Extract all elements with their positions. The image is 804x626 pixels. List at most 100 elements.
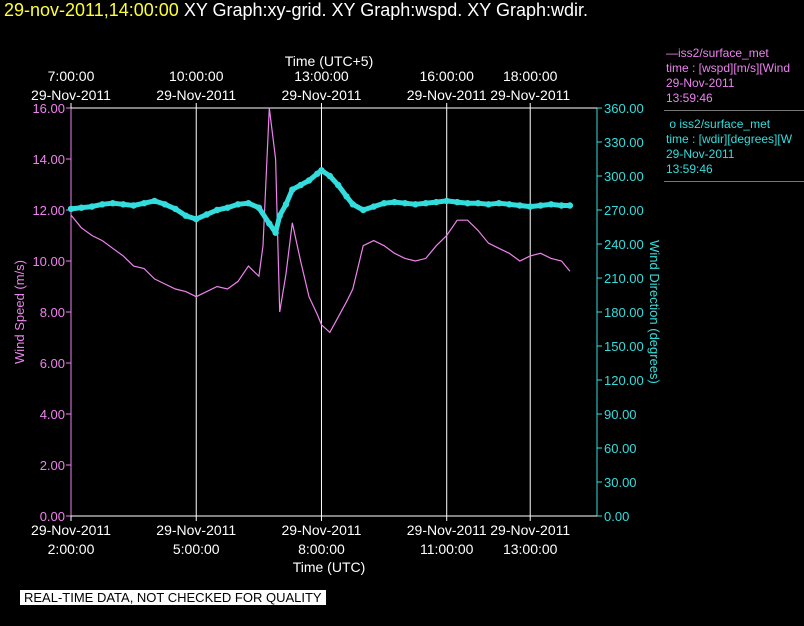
x-tick-label-top-date: 29-Nov-2011 xyxy=(490,87,570,103)
wind-direction-point xyxy=(203,211,210,218)
wind-direction-point xyxy=(558,202,565,209)
line-marker-icon: — xyxy=(666,46,678,60)
legend-source: iss2/surface_met xyxy=(679,117,771,131)
wind-direction-point xyxy=(318,167,325,174)
wind-direction-point xyxy=(401,199,409,207)
wind-direction-point xyxy=(454,198,461,206)
y-tick-label-right: 180.00 xyxy=(604,305,644,320)
x-tick-label-top-date: 29-Nov-2011 xyxy=(282,87,362,103)
wind-direction-point xyxy=(335,181,342,189)
wind-direction-point xyxy=(443,197,450,205)
wind-direction-point xyxy=(380,199,388,207)
wind-direction-point xyxy=(506,201,513,208)
wind-direction-point xyxy=(326,172,333,180)
y-tick-label-right: 210.00 xyxy=(604,271,644,286)
wind-direction-point xyxy=(224,204,231,211)
wind-direction-point xyxy=(527,203,534,210)
wind-direction-point xyxy=(289,186,296,193)
circle-marker-icon: o xyxy=(669,117,677,131)
wind-direction-point xyxy=(272,229,279,236)
x-tick-label-bottom-date: 29-Nov-2011 xyxy=(156,522,236,538)
wind-direction-point xyxy=(349,201,356,208)
axes xyxy=(66,103,602,521)
legend-variable: time : [wdir][degrees][W xyxy=(666,132,793,146)
y-tick-label-right: 360.00 xyxy=(604,101,644,116)
y-tick-label-right: 60.00 xyxy=(604,441,637,456)
wind-direction-point xyxy=(109,199,116,207)
x-tick-label-top-date: 29-Nov-2011 xyxy=(156,87,236,103)
wind-direction-point xyxy=(99,201,106,208)
x-tick-label-bottom-date: 29-Nov-2011 xyxy=(490,522,570,538)
tick-labels: 0.00 2.00 4.00 6.00 8.00 10.00 12.00 14.00 16.00… xyxy=(31,68,644,557)
legend-wspd: —iss2/surface_met time : [wspd][m/s][Win… xyxy=(664,44,804,111)
graph-title: 29-nov-2011,14:00:00 XY Graph:xy-grid. X… xyxy=(4,0,588,21)
y-axis-label-right: Wind Direction (degrees) xyxy=(647,240,662,384)
y-tick-label-left: 14.00 xyxy=(32,152,65,167)
wind-direction-point xyxy=(172,205,179,213)
x-tick-label-bottom-date: 29-Nov-2011 xyxy=(407,522,487,538)
wind-direction-point xyxy=(433,198,440,206)
y-tick-label-right: 30.00 xyxy=(604,475,637,490)
y-tick-label-right: 300.00 xyxy=(604,169,644,184)
legend-time: 13:59:46 xyxy=(666,91,713,105)
wind-direction-point xyxy=(151,197,158,205)
x-tick-label-bottom-time: 2:00:00 xyxy=(48,541,95,557)
y-tick-label-left: 10.00 xyxy=(32,254,65,269)
wind-direction-point xyxy=(213,206,221,214)
x-tick-label-bottom-time: 8:00:00 xyxy=(298,541,345,557)
legend-date: 29-Nov-2011 xyxy=(666,147,735,161)
wind-direction-series xyxy=(67,167,574,236)
y-tick-label-left: 6.00 xyxy=(40,356,65,371)
x-tick-label-top-time: 16:00:00 xyxy=(419,68,474,84)
wind-speed-series xyxy=(70,107,571,334)
x-tick-label-bottom-time: 5:00:00 xyxy=(173,541,220,557)
y-tick-label-left: 16.00 xyxy=(32,101,65,116)
y-tick-label-left: 2.00 xyxy=(40,458,65,473)
y-tick-label-right: 270.00 xyxy=(604,203,644,218)
wind-direction-point xyxy=(161,201,169,208)
wind-direction-point xyxy=(255,204,263,211)
y-tick-label-right: 150.00 xyxy=(604,339,644,354)
y-tick-label-right: 240.00 xyxy=(604,237,644,252)
wind-direction-point xyxy=(140,199,148,207)
wind-direction-point xyxy=(360,206,367,214)
wind-direction-point xyxy=(182,212,189,219)
legend-time: 13:59:46 xyxy=(666,162,713,176)
legend-date: 29-Nov-2011 xyxy=(666,76,735,90)
y-tick-label-right: 0.00 xyxy=(604,509,629,524)
y-tick-label-left: 12.00 xyxy=(32,203,65,218)
wind-direction-point xyxy=(474,199,482,207)
wind-direction-point xyxy=(537,202,544,209)
wind-direction-point xyxy=(547,201,555,208)
y-tick-label-left: 0.00 xyxy=(40,509,65,524)
wind-direction-point xyxy=(566,202,574,209)
wind-direction-point xyxy=(266,220,273,227)
x-tick-label-bottom-date: 29-Nov-2011 xyxy=(282,522,362,538)
legend-wdir: o iss2/surface_met time : [wdir][degrees… xyxy=(664,115,804,182)
wind-direction-point xyxy=(67,205,75,213)
x-axis-label-top: Time (UTC+5) xyxy=(285,53,374,69)
y-tick-label-right: 120.00 xyxy=(604,373,644,388)
wind-direction-point xyxy=(78,204,85,211)
wind-direction-point xyxy=(276,212,283,219)
wind-direction-point xyxy=(343,193,350,200)
wind-direction-point xyxy=(119,201,127,208)
y-axis-label-left: Wind Speed (m/s) xyxy=(12,260,27,364)
wind-direction-point xyxy=(485,201,492,208)
x-tick-label-top-date: 29-Nov-2011 xyxy=(407,87,487,103)
title-graph-list: XY Graph:xy-grid. XY Graph:wspd. XY Grap… xyxy=(183,0,589,20)
wind-direction-point xyxy=(495,199,503,207)
x-tick-label-top-time: 10:00:00 xyxy=(169,68,224,84)
legend-source: iss2/surface_met xyxy=(678,46,769,60)
x-tick-label-top-time: 13:00:00 xyxy=(294,68,349,84)
wind-direction-point xyxy=(412,201,419,208)
legend: —iss2/surface_met time : [wspd][m/s][Win… xyxy=(664,44,804,186)
x-tick-label-top-time: 7:00:00 xyxy=(48,68,95,84)
y-tick-label-left: 4.00 xyxy=(40,407,65,422)
x-tick-label-top-time: 18:00:00 xyxy=(503,68,558,84)
x-tick-label-bottom-time: 13:00:00 xyxy=(503,541,558,557)
wind-direction-point xyxy=(391,198,398,206)
wind-speed-line xyxy=(70,107,571,334)
x-tick-label-bottom-date: 29-Nov-2011 xyxy=(31,522,111,538)
